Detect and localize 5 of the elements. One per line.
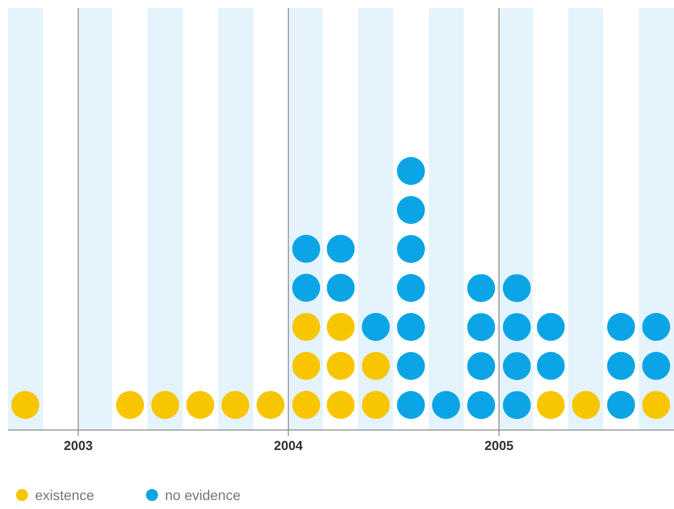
legend-label: no evidence [165, 487, 241, 503]
x-tick-label: 2005 [484, 438, 514, 453]
x-tick-label: 2003 [64, 438, 93, 453]
x-tick-label: 2004 [274, 438, 304, 453]
legend-label: existence [35, 487, 94, 503]
